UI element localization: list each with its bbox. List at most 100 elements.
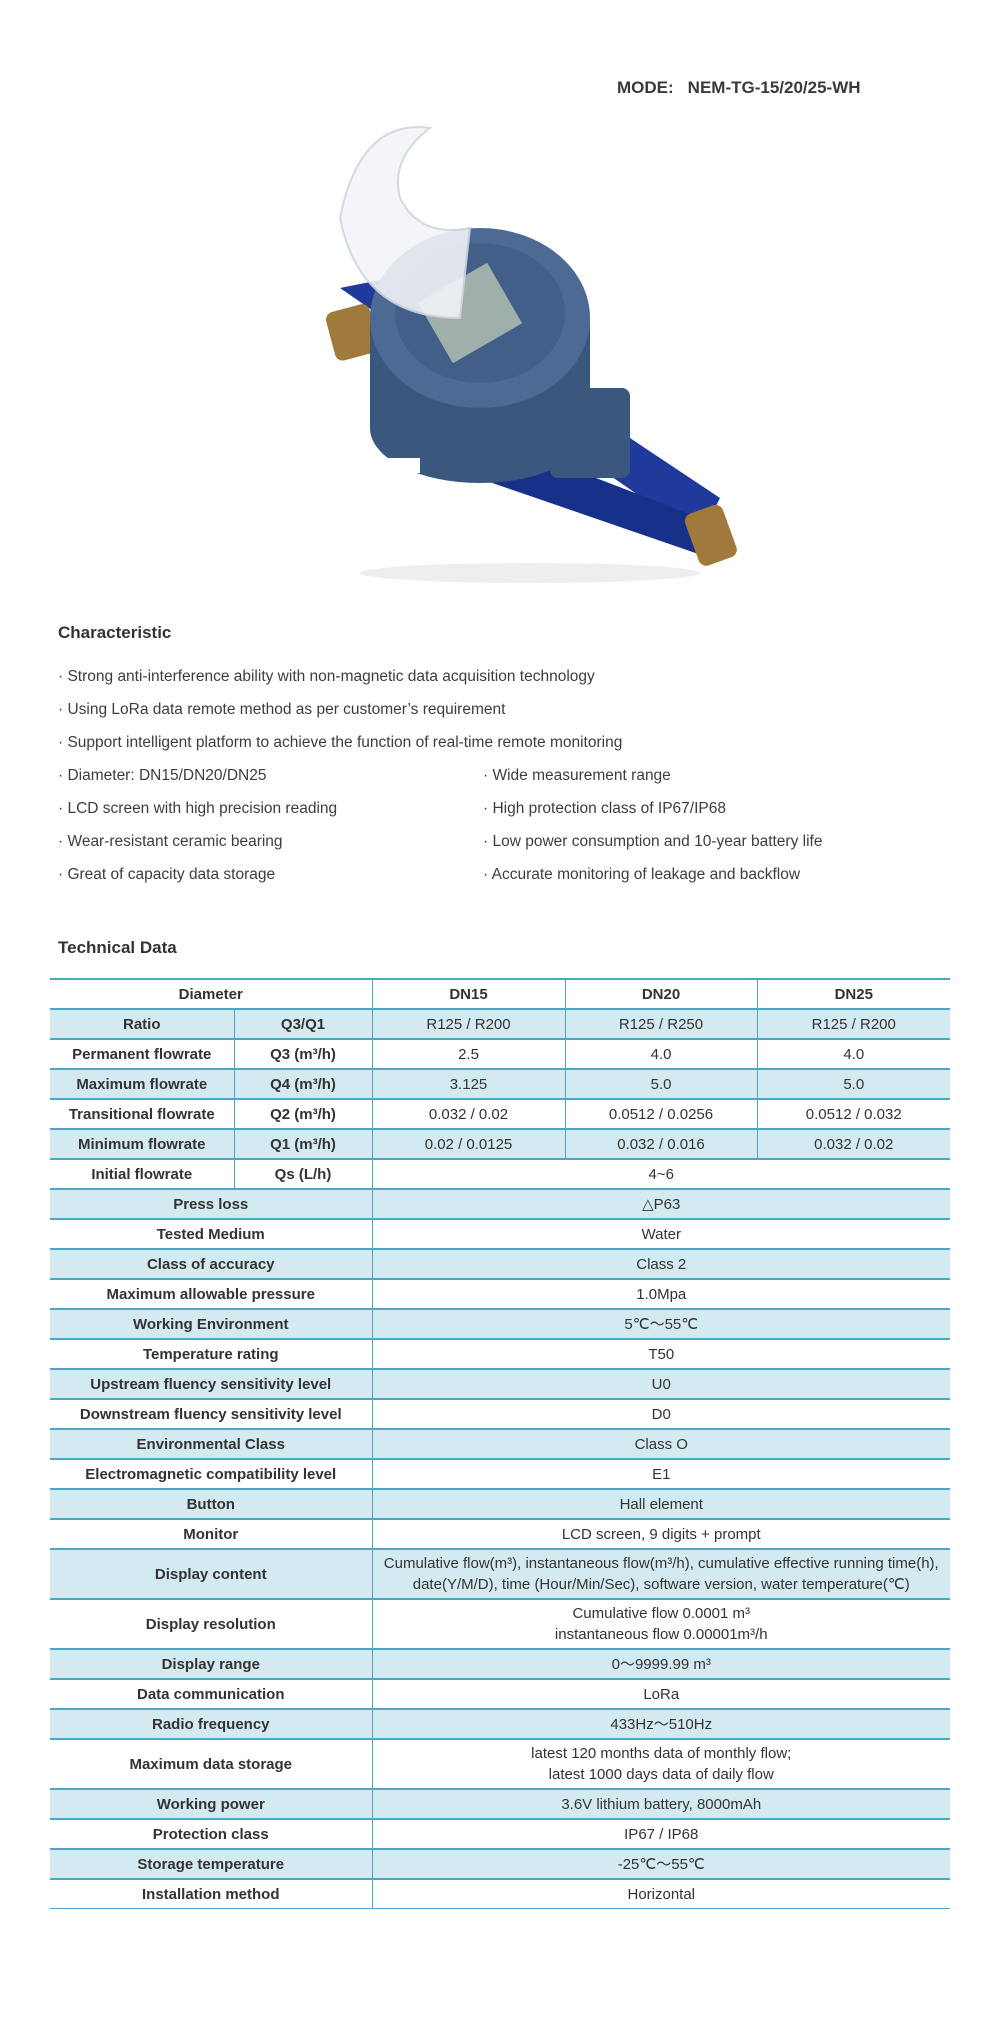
value-cell: -25℃～55℃ (371, 1848, 950, 1880)
header-cell: Diameter (50, 978, 373, 1010)
row-label: Class of accuracy (50, 1248, 373, 1280)
list-item: · Strong anti-interference ability with … (58, 668, 595, 685)
value-cell: Hall element (371, 1488, 950, 1520)
row-label: Maximum allowable pressure (50, 1278, 373, 1310)
table-row: Environmental Class Class O (50, 1428, 950, 1460)
value-cell: 0.02 / 0.0125 (371, 1128, 566, 1160)
value-cell: 4.0 (756, 1038, 950, 1070)
table-row: Tested Medium Water (50, 1218, 950, 1250)
row-label: Working power (50, 1788, 373, 1820)
row-label: Q3/Q1 (233, 1008, 373, 1040)
value-cell: Class 2 (371, 1248, 950, 1280)
value-cell: D0 (371, 1398, 950, 1430)
row-label: Maximum flowrate (50, 1068, 235, 1100)
value-cell: Water (371, 1218, 950, 1250)
value-cell: 3.125 (371, 1068, 566, 1100)
row-label: Tested Medium (50, 1218, 373, 1250)
table-row: Storage temperature -25℃～55℃ (50, 1848, 950, 1880)
row-label: Q1 (m³/h) (233, 1128, 373, 1160)
table-row: Diameter DN15 DN20 DN25 (50, 978, 950, 1010)
list-item: · Diameter: DN15/DN20/DN25 (58, 767, 267, 784)
header-cell: DN15 (371, 978, 566, 1010)
row-label: Radio frequency (50, 1708, 373, 1740)
value-cell: R125 / R250 (564, 1008, 758, 1040)
table-row: Protection class IP67 / IP68 (50, 1818, 950, 1850)
value-cell: 0～9999.99 m³ (371, 1648, 950, 1680)
table-row: Working Environment 5℃～55℃ (50, 1308, 950, 1340)
value-cell: latest 120 months data of monthly flow; … (371, 1738, 950, 1790)
table-row: Minimum flowrate Q1 (m³/h) 0.02 / 0.0125 0.… (50, 1128, 950, 1160)
list-item: · Support intelligent platform to achiev… (58, 734, 623, 751)
header-cell: DN20 (564, 978, 758, 1010)
table-row: Upstream fluency sensitivity level U0 (50, 1368, 950, 1400)
row-label: Permanent flowrate (50, 1038, 235, 1070)
row-label: Storage temperature (50, 1848, 373, 1880)
row-label: Display resolution (50, 1598, 373, 1650)
value-cell: LCD screen, 9 digits + prompt (371, 1518, 950, 1550)
table-row: Monitor LCD screen, 9 digits + prompt (50, 1518, 950, 1550)
row-label: Transitional flowrate (50, 1098, 235, 1130)
value-cell: 0.032 / 0.02 (371, 1098, 566, 1130)
row-label: Temperature rating (50, 1338, 373, 1370)
list-item: · Low power consumption and 10-year batt… (483, 833, 823, 850)
row-label: Electromagnetic compatibility level (50, 1458, 373, 1490)
value-cell: T50 (371, 1338, 950, 1370)
table-row: Button Hall element (50, 1488, 950, 1520)
value-cell: 0.032 / 0.016 (564, 1128, 758, 1160)
row-label: Press loss (50, 1188, 373, 1220)
row-label: Environmental Class (50, 1428, 373, 1460)
value-cell: 4~6 (371, 1158, 950, 1190)
water-meter-image (326, 126, 737, 583)
row-label: Minimum flowrate (50, 1128, 235, 1160)
table-row: Press loss △P63 (50, 1188, 950, 1220)
value-cell: Cumulative flow(m³), instantaneous flow(… (371, 1548, 950, 1600)
value-cell: E1 (371, 1458, 950, 1490)
table-row: Maximum data storage latest 120 months da… (50, 1738, 950, 1790)
list-item: · Accurate monitoring of leakage and bac… (483, 866, 801, 883)
table-row: Ratio Q3/Q1 R125 / R200 R125 / R250 R125 / R… (50, 1008, 950, 1040)
value-cell: U0 (371, 1368, 950, 1400)
characteristic-title: Characteristic (58, 623, 172, 642)
table-row: Maximum flowrate Q4 (m³/h) 3.125 5.0 5.0 (50, 1068, 950, 1100)
list-item: · High protection class of IP67/IP68 (483, 800, 726, 817)
value-cell: Class O (371, 1428, 950, 1460)
table-row: Display resolution Cumulative flow 0.0001… (50, 1598, 950, 1650)
value-cell: R125 / R200 (756, 1008, 950, 1040)
table-row: Working power 3.6V lithium battery, 8000m… (50, 1788, 950, 1820)
value-cell: 3.6V lithium battery, 8000mAh (371, 1788, 950, 1820)
row-label: Maximum data storage (50, 1738, 373, 1790)
list-item: · LCD screen with high precision reading (58, 800, 338, 817)
row-label: Working Environment (50, 1308, 373, 1340)
table-row: Permanent flowrate Q3 (m³/h) 2.5 4.0 4.0 (50, 1038, 950, 1070)
mode-label: MODE: (617, 78, 674, 97)
table-row: Radio frequency 433Hz～510Hz (50, 1708, 950, 1740)
value-cell: 1.0Mpa (371, 1278, 950, 1310)
table-row: Data communication LoRa (50, 1678, 950, 1710)
value-cell: 2.5 (371, 1038, 566, 1070)
list-item: · Great of capacity data storage (58, 866, 276, 883)
value-cell: Cumulative flow 0.0001 m³ instantaneous … (371, 1598, 950, 1650)
row-label: Q3 (m³/h) (233, 1038, 373, 1070)
value-cell: 0.0512 / 0.032 (756, 1098, 950, 1130)
row-label: Q4 (m³/h) (233, 1068, 373, 1100)
row-label: Monitor (50, 1518, 373, 1550)
table-row: Display range 0～9999.99 m³ (50, 1648, 950, 1680)
table-row: Installation method Horizontal (50, 1878, 950, 1909)
row-label: Data communication (50, 1678, 373, 1710)
technical-data-title: Technical Data (58, 938, 177, 957)
value-cell: Horizontal (371, 1878, 950, 1909)
row-label: Display range (50, 1648, 373, 1680)
row-label: Display content (50, 1548, 373, 1600)
value-cell: LoRa (371, 1678, 950, 1710)
table-row: Temperature rating T50 (50, 1338, 950, 1370)
row-label: Protection class (50, 1818, 373, 1850)
list-item: · Wear-resistant ceramic bearing (58, 833, 283, 850)
technical-data-table: Diameter DN15 DN20 DN25 Ratio Q3/Q1 R125 / R20… (50, 978, 950, 1909)
table-row: Class of accuracy Class 2 (50, 1248, 950, 1280)
value-cell: 5.0 (564, 1068, 758, 1100)
mode-value: NEM-TG-15/20/25-WH (687, 78, 861, 97)
value-cell: 0.0512 / 0.0256 (564, 1098, 758, 1130)
header-cell: DN25 (756, 978, 950, 1010)
row-label: Ratio (50, 1008, 235, 1040)
